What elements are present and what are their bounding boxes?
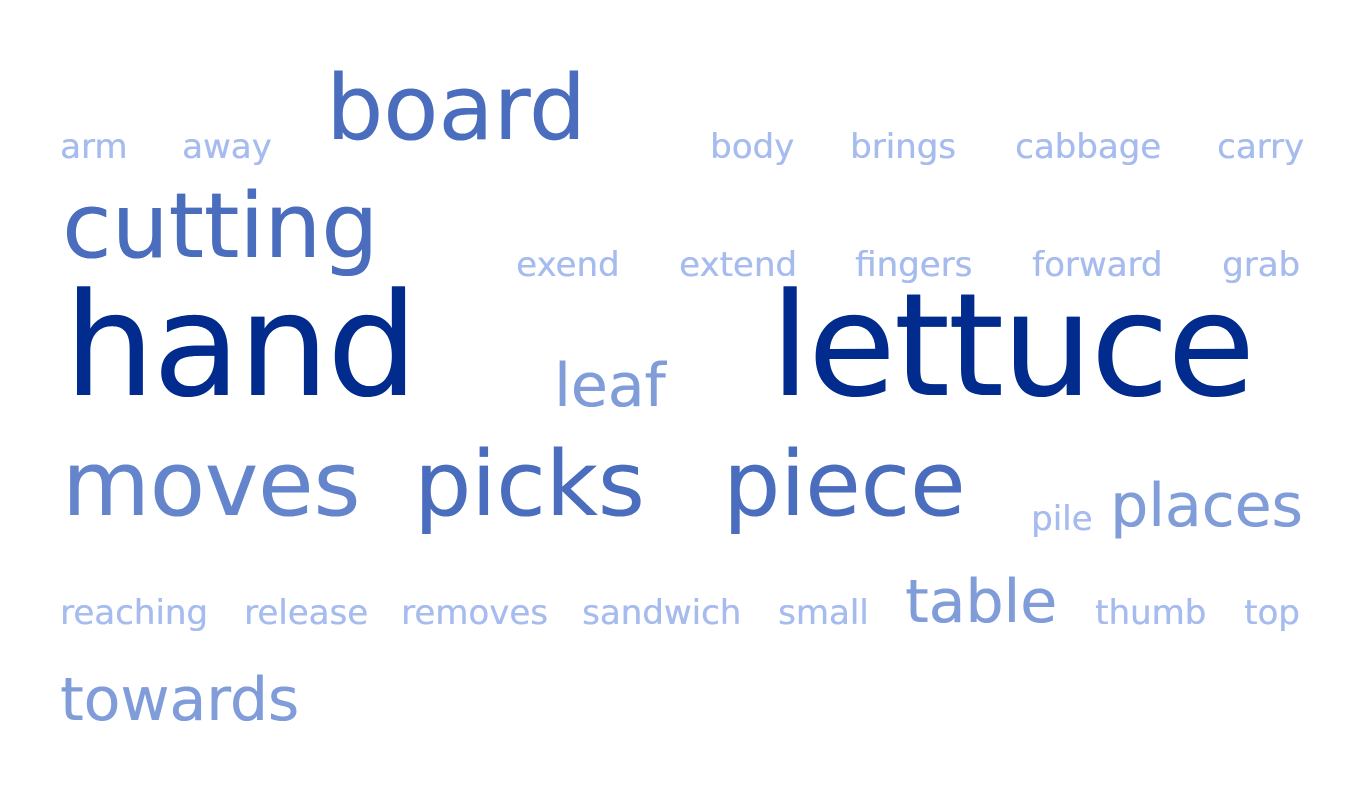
word-reaching: reaching: [60, 593, 208, 633]
word-carry: carry: [1217, 127, 1305, 167]
word-thumb: thumb: [1095, 593, 1207, 633]
word-table: table: [905, 567, 1057, 637]
word-extend: extend: [679, 245, 797, 285]
word-places: places: [1110, 471, 1303, 541]
word-lettuce: lettuce: [770, 262, 1255, 429]
word-picks: picks: [414, 432, 645, 537]
word-sandwich: sandwich: [582, 593, 742, 633]
word-brings: brings: [850, 127, 956, 167]
word-top: top: [1244, 593, 1300, 633]
word-away: away: [182, 127, 272, 167]
word-hand: hand: [64, 262, 418, 429]
word-cutting: cutting: [62, 174, 379, 279]
word-forward: forward: [1032, 245, 1163, 285]
word-arm: arm: [60, 127, 128, 167]
word-exend: exend: [516, 245, 620, 285]
word-towards: towards: [60, 665, 300, 735]
word-board: board: [326, 56, 586, 161]
word-small: small: [778, 593, 869, 633]
word-release: release: [244, 593, 368, 633]
word-pile: pile: [1031, 499, 1093, 539]
word-body: body: [710, 127, 795, 167]
word-moves: moves: [62, 432, 361, 537]
word-piece: piece: [723, 432, 966, 537]
word-cabbage: cabbage: [1015, 127, 1162, 167]
word-grab: grab: [1222, 245, 1300, 285]
word-leaf: leaf: [554, 351, 666, 421]
word-fingers: fingers: [855, 245, 973, 285]
word-removes: removes: [401, 593, 548, 633]
